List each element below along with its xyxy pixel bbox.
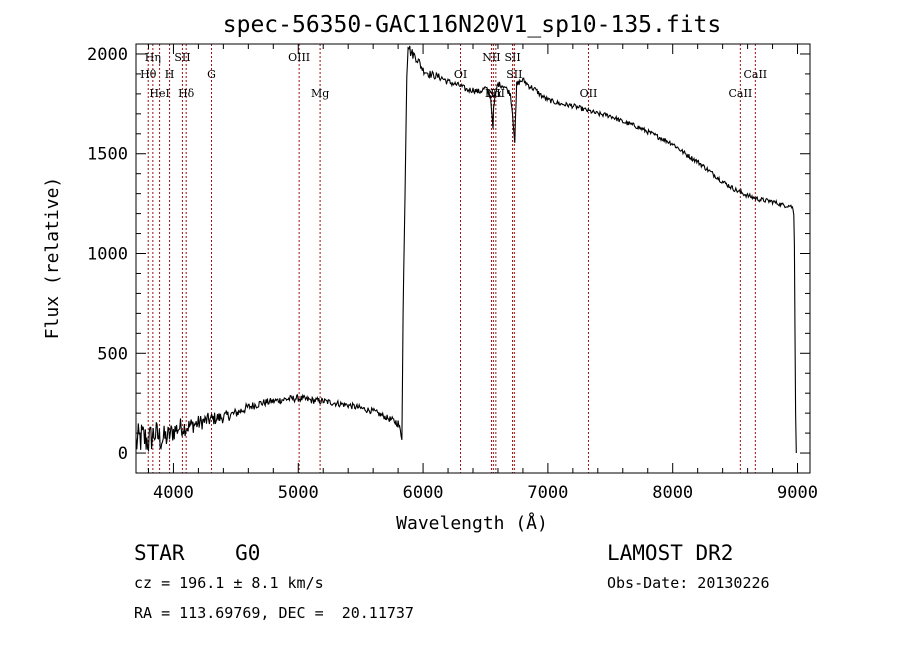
line-label: HeI (149, 87, 169, 100)
line-label: SII (504, 51, 520, 64)
x-axis-label: Wavelength (Å) (396, 512, 548, 534)
x-tick-label: 6000 (403, 483, 444, 503)
object-class: STAR G0 (134, 541, 261, 565)
line-label: Mg (311, 87, 329, 100)
observation-date: Obs-Date: 20130226 (607, 574, 770, 592)
coordinates: RA = 113.69769, DEC = 20.11737 (134, 604, 414, 622)
line-label: Hθ (140, 68, 157, 81)
line-label: OII (580, 87, 598, 100)
y-tick-label: 0 (118, 444, 128, 464)
x-tick-label: 8000 (652, 483, 693, 503)
plot-frame (135, 43, 811, 474)
x-tick-label: 7000 (527, 483, 568, 503)
survey-name: LAMOST DR2 (607, 541, 734, 565)
line-label: H (165, 68, 175, 81)
y-axis-label: Flux (relative) (42, 177, 63, 340)
line-label: CaII (729, 87, 753, 100)
line-label: SII (174, 51, 190, 64)
spectrum-line (135, 45, 797, 454)
line-label: Hδ (178, 87, 195, 100)
line-label: OI (454, 68, 467, 81)
line-label: CaII (743, 68, 767, 81)
x-tick-label: 9000 (777, 483, 818, 503)
y-tick-label: 1000 (87, 245, 128, 265)
line-label: G (207, 68, 216, 81)
x-axis-ticks: 4000 5000 6000 7000 8000 9000 (147, 44, 818, 503)
chart-title: spec-56350-GAC116N20V1_sp10-135.fits (223, 12, 722, 38)
y-tick-label: 1500 (87, 145, 128, 165)
line-label: NII (482, 51, 500, 64)
redshift-velocity: cz = 196.1 ± 8.1 km/s (134, 574, 324, 592)
x-tick-label: 4000 (153, 483, 194, 503)
line-label: SII (506, 68, 522, 81)
spectral-line-markers (147, 44, 756, 473)
line-label: OIII (288, 51, 310, 64)
x-tick-label: 5000 (278, 483, 319, 503)
y-tick-label: 2000 (87, 45, 128, 65)
y-tick-label: 500 (97, 344, 128, 364)
line-label: Hη (145, 51, 161, 64)
y-axis-ticks: 0 500 1000 1500 2000 (87, 45, 810, 464)
